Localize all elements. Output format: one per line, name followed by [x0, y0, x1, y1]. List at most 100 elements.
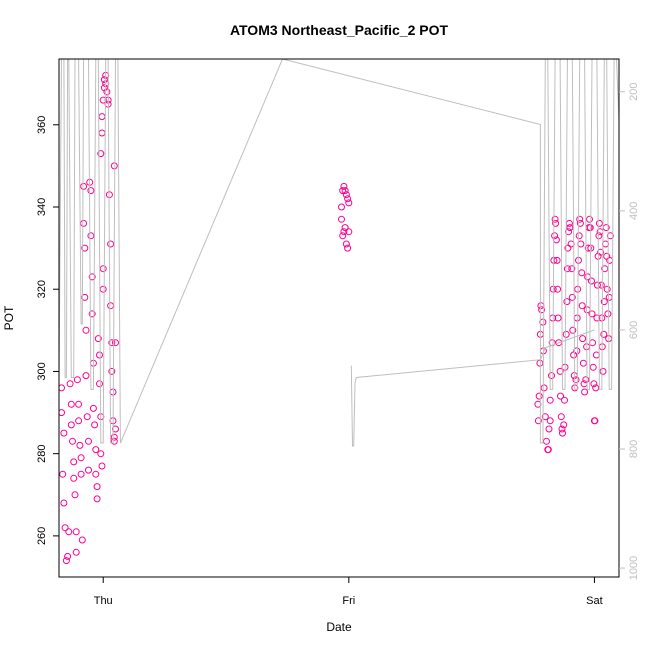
data-point [73, 376, 81, 384]
x-tick-label: Sat [586, 595, 603, 607]
data-point [573, 347, 581, 355]
data-point [98, 113, 106, 121]
data-point [552, 219, 560, 227]
data-point [561, 396, 568, 404]
data-point [541, 413, 549, 421]
data-point [597, 248, 605, 256]
data-point [588, 310, 596, 318]
data-point [99, 265, 107, 273]
y-tick-label: 340 [36, 198, 48, 216]
data-point [584, 244, 592, 252]
data-point [595, 232, 603, 240]
data-point [576, 219, 584, 227]
y2-tick-label: 600 [628, 321, 640, 339]
data-point [593, 314, 601, 322]
data-point [96, 380, 103, 388]
data-point [592, 351, 600, 359]
data-point [75, 400, 83, 408]
series-line-4 [350, 329, 595, 447]
data-point [60, 429, 68, 437]
data-point [570, 351, 578, 359]
data-point [563, 265, 571, 273]
y2-tick-label: 800 [628, 440, 640, 458]
y-axis-label: POT [2, 305, 16, 330]
data-point [345, 228, 353, 236]
data-point [108, 367, 116, 375]
data-point [340, 228, 348, 236]
data-point [88, 273, 96, 281]
y-tick-label: 360 [36, 116, 48, 134]
data-point [345, 199, 353, 207]
data-point [88, 310, 96, 318]
data-point [94, 335, 102, 343]
data-point [554, 314, 562, 322]
plot-frame [58, 58, 620, 578]
data-point [589, 363, 597, 371]
data-point [538, 306, 546, 314]
data-point [100, 76, 108, 84]
data-point [83, 413, 91, 421]
data-point [554, 285, 562, 293]
data-point [600, 298, 608, 306]
data-point [597, 281, 605, 289]
data-point [62, 557, 70, 565]
data-point [342, 191, 350, 199]
plot-area [59, 59, 619, 565]
data-point [586, 215, 593, 223]
data-point [568, 293, 576, 301]
data-point [59, 384, 65, 392]
data-point [81, 244, 89, 252]
data-point [87, 232, 95, 240]
data-point [72, 548, 80, 556]
y-tick-label: 300 [36, 362, 48, 380]
data-point [338, 215, 345, 223]
data-point [341, 187, 349, 195]
data-point [66, 380, 74, 388]
data-point [546, 417, 554, 425]
data-point [568, 265, 576, 273]
data-point [61, 524, 69, 532]
data-point [562, 330, 570, 338]
data-point [344, 244, 352, 252]
data-point [589, 339, 596, 347]
data-point [341, 224, 349, 232]
data-point [560, 421, 568, 429]
y-tick-label: 280 [36, 444, 48, 462]
data-point [96, 351, 103, 359]
data-point [82, 372, 90, 380]
data-point [98, 462, 106, 470]
data-point [71, 491, 79, 499]
data-point [590, 380, 598, 388]
data-point [545, 425, 553, 433]
data-point [65, 528, 73, 536]
data-point [535, 392, 543, 400]
data-point [97, 450, 105, 458]
data-point [573, 314, 581, 322]
x-axis: Thu Fri Sat [94, 577, 603, 607]
data-point [606, 232, 614, 240]
data-point [563, 298, 571, 306]
data-point [579, 335, 587, 343]
data-point [342, 240, 350, 248]
data-point [85, 466, 92, 474]
data-point [569, 326, 577, 334]
data-point [72, 528, 80, 536]
data-point [112, 339, 119, 347]
data-point [60, 499, 68, 507]
data-point [344, 195, 352, 203]
data-point [576, 215, 584, 223]
data-point [600, 330, 608, 338]
data-point [340, 182, 348, 190]
data-point [78, 536, 86, 544]
data-point [338, 203, 345, 211]
data-point [76, 441, 84, 449]
y2-tick-label: 400 [628, 202, 640, 220]
data-point [91, 421, 99, 429]
data-point [339, 232, 347, 240]
data-point [103, 88, 111, 96]
data-point [97, 150, 105, 158]
data-point [557, 392, 564, 400]
data-point [543, 437, 550, 445]
data-point [107, 240, 115, 248]
x-tick-label: Fri [342, 595, 355, 607]
